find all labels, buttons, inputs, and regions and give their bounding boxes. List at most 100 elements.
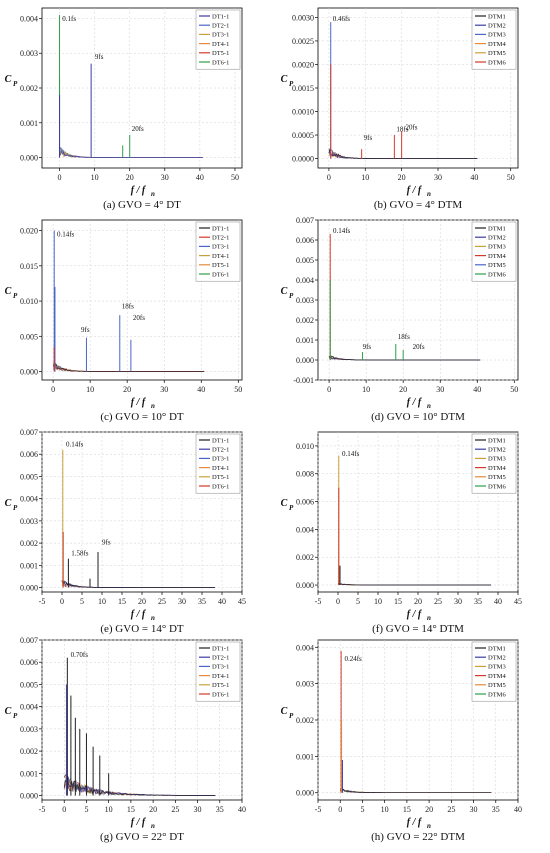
y-tick-label: 0.0025 <box>292 37 314 46</box>
y-tick-label: 0.003 <box>296 296 314 305</box>
y-tick-label: 0.000 <box>20 368 38 377</box>
x-tick-label: 15 <box>403 805 411 814</box>
x-tick-label: 35 <box>474 597 482 606</box>
y-tick-label: 0.000 <box>20 792 38 801</box>
panel-f: -5 0 5 10 15 20 25 30 35 40 45 0.000 0.002 0.004 0.006… <box>281 431 522 635</box>
y-tick-label: 0.002 <box>20 747 38 756</box>
x-tick-label: 30 <box>161 173 169 182</box>
peak-annotation: 18fs <box>398 333 410 341</box>
legend-label: DT1-1 <box>212 437 229 444</box>
x-axis-label: f / f <box>407 397 423 408</box>
x-tick-label: 5 <box>360 805 364 814</box>
x-tick-label: 50 <box>507 173 515 182</box>
y-tick-label: 0.008 <box>296 470 314 479</box>
peak-annotation: 0.14fs <box>342 450 360 458</box>
panel-caption: (b) GVO = 4° DTM <box>374 199 462 211</box>
series-1-trace <box>61 580 215 588</box>
legend-box <box>471 641 517 702</box>
y-tick-label: 0.000 <box>296 581 314 590</box>
x-tick-label: 25 <box>158 597 166 606</box>
y-tick-label: 0.004 <box>20 703 38 712</box>
legend-box <box>471 433 517 494</box>
y-tick-label: 0.000 <box>20 584 38 593</box>
x-tick-label: -5 <box>315 597 322 606</box>
series-1-trace <box>328 356 481 361</box>
x-tick-label: 10 <box>361 173 369 182</box>
y-axis-label-subscript: P <box>289 292 294 300</box>
series-1-trace <box>328 149 478 159</box>
panel-a: 0 10 20 30 40 50 0.000 0.001 0.002 0.003 0.004 0.1f… <box>5 7 243 211</box>
panel-h: -5 0 5 10 15 20 25 30 35 40 0.000 0.001 0.002 0.003 0.… <box>281 639 522 843</box>
panel-d: 0 10 20 30 40 50 -0.001 0.000 0.001 0.002 0.003 0.0… <box>281 216 519 423</box>
y-tick-label: 0.005 <box>296 256 314 265</box>
x-tick-label: 50 <box>234 385 242 394</box>
x-tick-label: 30 <box>194 805 202 814</box>
legend-label: DTM4 <box>488 253 506 260</box>
peak-annotation: 20fs <box>133 314 145 322</box>
legend-label: DTM1 <box>488 645 506 652</box>
peak-annotation: 0.1fs <box>62 15 76 23</box>
legend-label: DTM1 <box>488 437 506 444</box>
panel-caption: (g) GVO = 22° DT <box>100 831 184 843</box>
y-tick-label: 0.004 <box>20 495 38 504</box>
x-tick-label: 50 <box>231 173 239 182</box>
x-tick-label: -5 <box>39 597 46 606</box>
x-tick-label: 10 <box>86 385 94 394</box>
legend-label: DT5-1 <box>212 262 229 269</box>
x-tick-label: 25 <box>434 597 442 606</box>
y-axis-label: C <box>281 74 288 85</box>
panel-caption: (e) GVO = 14° DT <box>100 623 184 635</box>
panel-e: -5 0 5 10 15 20 25 30 35 40 45 0.000 0.001 0.002 0.003… <box>5 428 246 635</box>
series-1-trace <box>59 146 203 158</box>
x-tick-label: 40 <box>514 805 522 814</box>
x-tick-label: -5 <box>315 805 322 814</box>
x-tick-label: -5 <box>39 805 46 814</box>
y-tick-label: 0.000 <box>20 154 38 163</box>
legend-label: DTM6 <box>488 691 506 698</box>
legend-label: DT4-1 <box>212 41 229 48</box>
y-axis-label: C <box>5 706 12 717</box>
x-tick-label: 10 <box>362 385 370 394</box>
panel-caption: (f) GVO = 14° DTM <box>372 623 464 635</box>
x-axis-label: f / f <box>407 817 423 828</box>
series-6-trace <box>59 149 203 158</box>
series-4-trace <box>52 362 205 372</box>
x-tick-label: 35 <box>216 805 224 814</box>
x-axis-label-subscript: n <box>151 402 155 410</box>
y-axis-label-subscript: P <box>13 292 18 300</box>
legend-label: DTM5 <box>488 50 506 57</box>
y-tick-label: 0.010 <box>20 297 38 306</box>
series-1-trace <box>63 775 216 796</box>
series-4-trace <box>328 148 478 159</box>
legend-box <box>471 221 517 282</box>
x-tick-label: 0 <box>327 385 331 394</box>
peak-annotation: 9fs <box>363 343 372 351</box>
legend-label: DTM4 <box>488 465 506 472</box>
series-2-trace <box>59 149 203 158</box>
y-axis-label: C <box>281 286 288 297</box>
legend-label: DTM2 <box>488 23 506 30</box>
x-axis-label-subscript: n <box>427 190 431 198</box>
legend-label: DTM5 <box>488 262 506 269</box>
legend-label: DT3-1 <box>212 664 229 671</box>
legend-label: DTM3 <box>488 456 506 463</box>
x-tick-label: 10 <box>105 805 113 814</box>
peak-annotation: 20fs <box>132 125 144 133</box>
legend-label: DTM4 <box>488 41 506 48</box>
panel-caption: (d) GVO = 10° DTM <box>371 411 465 423</box>
peak-annotation: 1.58fs <box>71 549 89 557</box>
y-axis-label-subscript: P <box>289 80 294 88</box>
x-tick-label: 45 <box>514 597 522 606</box>
peak-annotation: 9fs <box>95 53 104 61</box>
panel-g: -5 0 5 10 15 20 25 30 35 40 0.000 0.001 0.002 0.003 0.… <box>5 636 246 843</box>
y-tick-label: 0.015 <box>20 262 38 271</box>
x-axis-label: f / f <box>407 185 423 196</box>
y-axis-label-subscript: P <box>13 712 18 720</box>
x-tick-label: 20 <box>149 805 157 814</box>
legend-label: DTM6 <box>488 271 506 278</box>
x-tick-label: 0 <box>60 597 64 606</box>
peak-annotation: 0.14fs <box>57 231 75 239</box>
x-axis-label: f / f <box>131 397 147 408</box>
y-tick-label: 0.0000 <box>292 155 314 164</box>
legend-label: DT6-1 <box>212 691 229 698</box>
